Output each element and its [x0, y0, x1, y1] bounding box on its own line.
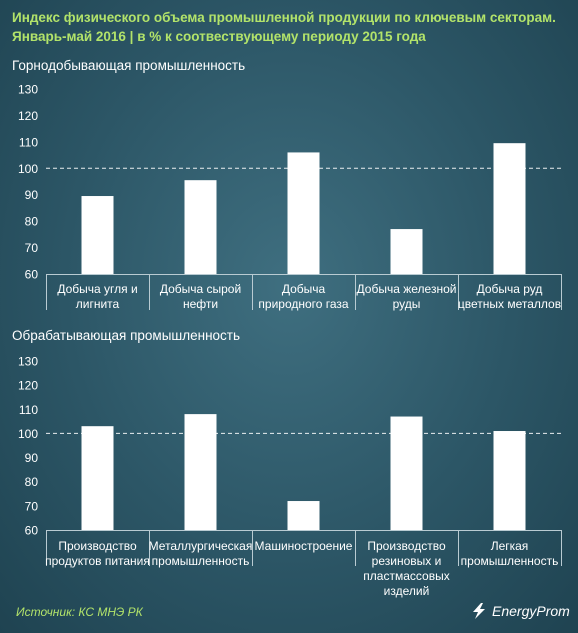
chart-subtitle: Январь-май 2016 | в % к соотвествующему …: [12, 29, 426, 44]
category-label: изделий: [384, 584, 430, 598]
category-label: природного газа: [258, 297, 349, 311]
bar: [81, 196, 114, 274]
y-tick-label: 100: [18, 162, 38, 176]
category-label: резиновых и: [372, 554, 442, 568]
chart-title: Индекс физического объема промышленной п…: [12, 10, 556, 25]
category-label: Металлургическая: [149, 539, 253, 553]
bar: [287, 152, 320, 274]
category-label: Добыча сырой: [160, 282, 241, 296]
category-label: Добыча руд: [477, 282, 543, 296]
category-label: промышленность: [461, 554, 559, 568]
category-label: Добыча угля и: [57, 282, 137, 296]
panel-title-mining: Горнодобывающая промышленность: [12, 58, 246, 73]
category-label: продуктов питания: [45, 554, 150, 568]
panel-title-manufacturing: Обрабатывающая промышленность: [12, 328, 241, 343]
bar: [493, 431, 526, 530]
y-tick-label: 90: [25, 188, 39, 202]
category-label: Легкая: [491, 539, 529, 553]
y-tick-label: 120: [18, 379, 38, 393]
chart-header: Индекс физического объема промышленной п…: [12, 8, 572, 46]
bar: [390, 229, 423, 274]
y-tick-label: 70: [25, 241, 39, 255]
category-label: Добыча: [282, 282, 326, 296]
y-tick-label: 130: [18, 355, 38, 369]
bar: [81, 426, 114, 530]
bar: [184, 180, 217, 274]
category-label: лигнита: [76, 297, 120, 311]
y-tick-label: 90: [25, 451, 39, 465]
y-tick-label: 80: [25, 475, 39, 489]
bar: [493, 143, 526, 274]
category-label: руды: [393, 297, 421, 311]
bar: [287, 501, 320, 530]
brand-name: EnergyProm: [492, 603, 570, 619]
y-tick-label: 60: [25, 524, 39, 538]
y-tick-label: 60: [25, 268, 39, 282]
category-label: Производство: [367, 539, 446, 553]
category-label: Производство: [58, 539, 137, 553]
y-tick-label: 70: [25, 499, 39, 513]
chart-mining: 60 70 80 90 100 110 120 130 Добыча угля илигнита…: [18, 83, 562, 311]
category-label: пластмассовых: [363, 569, 449, 583]
brand-logo: EnergyProm: [470, 603, 570, 619]
y-tick-label: 110: [19, 135, 38, 149]
category-label: цветных металлов: [458, 297, 561, 311]
chart-manufacturing: 60708090100110120130Производствопродукто…: [18, 355, 562, 598]
category-label: Добыча железной: [357, 282, 457, 296]
source-note: Источник: КС МНЭ РК: [16, 605, 143, 619]
category-label: Машиностроение: [255, 539, 353, 553]
lightning-icon: [473, 603, 485, 619]
y-tick-label: 130: [18, 83, 38, 97]
y-tick-label: 100: [18, 427, 38, 441]
y-tick-label: 120: [18, 109, 38, 123]
category-label: нефти: [183, 297, 218, 311]
bar: [390, 416, 423, 530]
bar: [184, 414, 217, 530]
category-label: промышленность: [152, 554, 250, 568]
y-tick-label: 80: [25, 215, 39, 229]
y-tick-label: 110: [19, 403, 38, 417]
